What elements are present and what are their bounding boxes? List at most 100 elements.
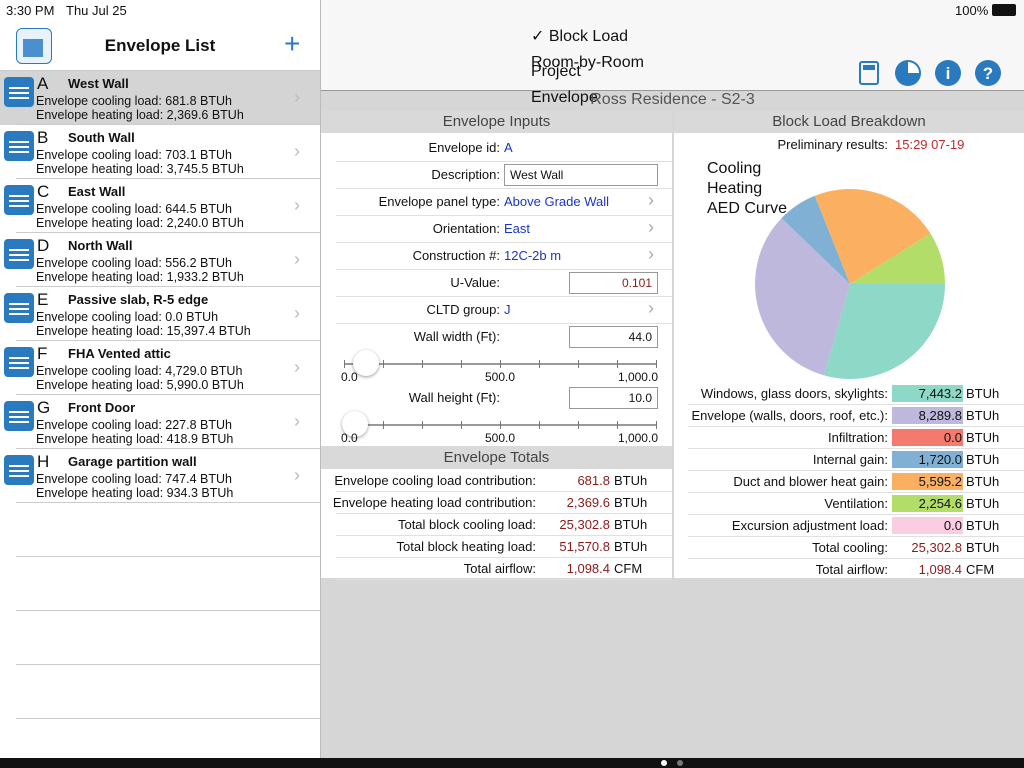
separator [688, 492, 1024, 493]
heating-load: Envelope heating load: 1,933.2 BTUh [36, 270, 244, 284]
separator [16, 124, 320, 125]
sidebar [0, 0, 320, 768]
breakdown-label: Windows, glass doors, skylights: [700, 386, 888, 401]
field-label: Wall height (Ft): [408, 390, 500, 405]
slider-thumb[interactable] [353, 350, 379, 376]
status-time: 3:30 PM [6, 3, 55, 18]
breakdown-unit: BTUh [966, 452, 1000, 467]
slider-tick [500, 421, 501, 429]
slider-tick [383, 360, 384, 368]
segment[interactable]: Envelope [531, 89, 598, 106]
envelope-row[interactable]: G Front Door Envelope cooling load: 227.8 … [0, 395, 320, 449]
breakdown-label: Infiltration: [828, 430, 888, 445]
envelope-letter: A [37, 74, 49, 93]
envelope-letter: B [37, 128, 49, 147]
separator [16, 448, 320, 449]
segmented-control: ProjectEnvelopeWindowSkylight [531, 59, 813, 158]
separator [16, 232, 320, 233]
envelope-icon [4, 347, 34, 377]
breakdown-value: 1,720.0 [892, 451, 963, 468]
separator [16, 178, 320, 179]
text-input[interactable]: 0.101 [569, 272, 658, 294]
info-icon[interactable]: i [935, 60, 961, 86]
segment[interactable]: Heating [707, 180, 763, 197]
breakdown-label: Internal gain: [812, 452, 888, 467]
envelope-row[interactable]: A West Wall Envelope cooling load: 681.8 B… [0, 71, 320, 125]
brick-icon [9, 409, 29, 423]
text-input[interactable]: 44.0 [569, 326, 658, 348]
breakdown-value: 8,289.8 [892, 407, 963, 424]
separator [336, 513, 672, 514]
envelope-row[interactable]: E Passive slab, R-5 edge Envelope cooling … [0, 287, 320, 341]
slider-tick [539, 421, 540, 429]
separator [688, 404, 1024, 405]
field-value[interactable]: 12C-2b m [504, 248, 562, 263]
brick-icon [9, 139, 29, 153]
project-title: Ross Residence - S2-3 [590, 91, 755, 108]
segment[interactable]: Project [531, 63, 581, 80]
calculator-icon[interactable] [859, 61, 879, 85]
envelope-row[interactable]: F FHA Vented attic Envelope cooling load: … [0, 341, 320, 395]
text-input[interactable]: West Wall [504, 164, 658, 186]
envelope-row[interactable]: D North Wall Envelope cooling load: 556.2 … [0, 233, 320, 287]
field-label: Construction #: [412, 248, 500, 263]
chevron: › [648, 244, 654, 264]
breakdown-label: Total airflow: [815, 562, 888, 577]
heating-load: Envelope heating load: 934.3 BTUh [36, 486, 234, 500]
heating-load: Envelope heating load: 2,240.0 BTUh [36, 216, 244, 230]
total-unit: BTUh [614, 517, 648, 532]
app-icon[interactable] [16, 28, 52, 64]
battery-icon [992, 4, 1016, 16]
segment[interactable]: Cooling [707, 160, 762, 177]
slider-label: 500.0 [484, 431, 516, 445]
field-value[interactable]: East [504, 221, 531, 236]
breakdown-unit: BTUh [966, 540, 1000, 555]
envelope-row[interactable]: H Garage partition wall Envelope cooling l… [0, 449, 320, 503]
slider-tick [656, 421, 657, 429]
segmented-control: ✓ Block Load Room-by-Room [531, 24, 813, 71]
field-value: A [504, 140, 513, 155]
envelope-row[interactable]: C East Wall Envelope cooling load: 644.5 B… [0, 179, 320, 233]
add-button[interactable]: + [284, 28, 301, 59]
total-unit: BTUh [614, 495, 648, 510]
breakdown-total: 25,302.8 [911, 540, 962, 555]
segment[interactable]: AED Curve [707, 200, 788, 217]
envelope-icon [4, 131, 34, 161]
sidebar-title: Envelope List [104, 36, 216, 55]
envelope-row[interactable]: B South Wall Envelope cooling load: 703.1 … [0, 125, 320, 179]
breakdown-value: 7,443.2 [892, 385, 963, 402]
breakdown-value: 2,254.6 [892, 495, 963, 512]
heating-load: Envelope heating load: 5,990.0 BTUh [36, 378, 244, 392]
pie-slice [755, 218, 850, 376]
envelope-name: South Wall [68, 130, 135, 145]
preliminary-value: 15:29 07-19 [895, 137, 965, 152]
pie-slice [850, 233, 945, 284]
breakdown-unit: BTUh [966, 518, 1000, 533]
text-input[interactable]: 10.0 [569, 387, 658, 409]
separator [0, 70, 320, 71]
chart-icon[interactable] [895, 60, 921, 86]
breakdown-unit: BTUh [966, 408, 1000, 423]
field-label: Envelope id: [428, 140, 500, 155]
chevron: › [294, 465, 300, 485]
segmented-control: Cooling Heating AED Curve [707, 159, 994, 217]
slider-thumb[interactable] [342, 411, 368, 437]
help-icon[interactable]: ? [975, 60, 1001, 86]
status-battery: 100% [955, 3, 989, 18]
slider-tick [539, 360, 540, 368]
brick-icon [9, 355, 29, 369]
chevron: › [648, 190, 654, 210]
breakdown-label: Total cooling: [812, 540, 888, 555]
separator [336, 269, 672, 270]
slider-tick [617, 360, 618, 368]
field-value[interactable]: Above Grade Wall [504, 194, 610, 209]
separator [688, 426, 1024, 427]
total-value: 2,369.6 [566, 495, 610, 510]
segment[interactable]: ✓ Block Load [531, 28, 629, 45]
segment[interactable]: Room-by-Room [531, 54, 644, 71]
separator [336, 535, 672, 536]
cooling-load: Envelope cooling load: 747.4 BTUh [36, 472, 232, 486]
field-value[interactable]: J [504, 302, 511, 317]
heating-load: Envelope heating load: 15,397.4 BTUh [36, 324, 251, 338]
chevron: › [294, 303, 300, 323]
